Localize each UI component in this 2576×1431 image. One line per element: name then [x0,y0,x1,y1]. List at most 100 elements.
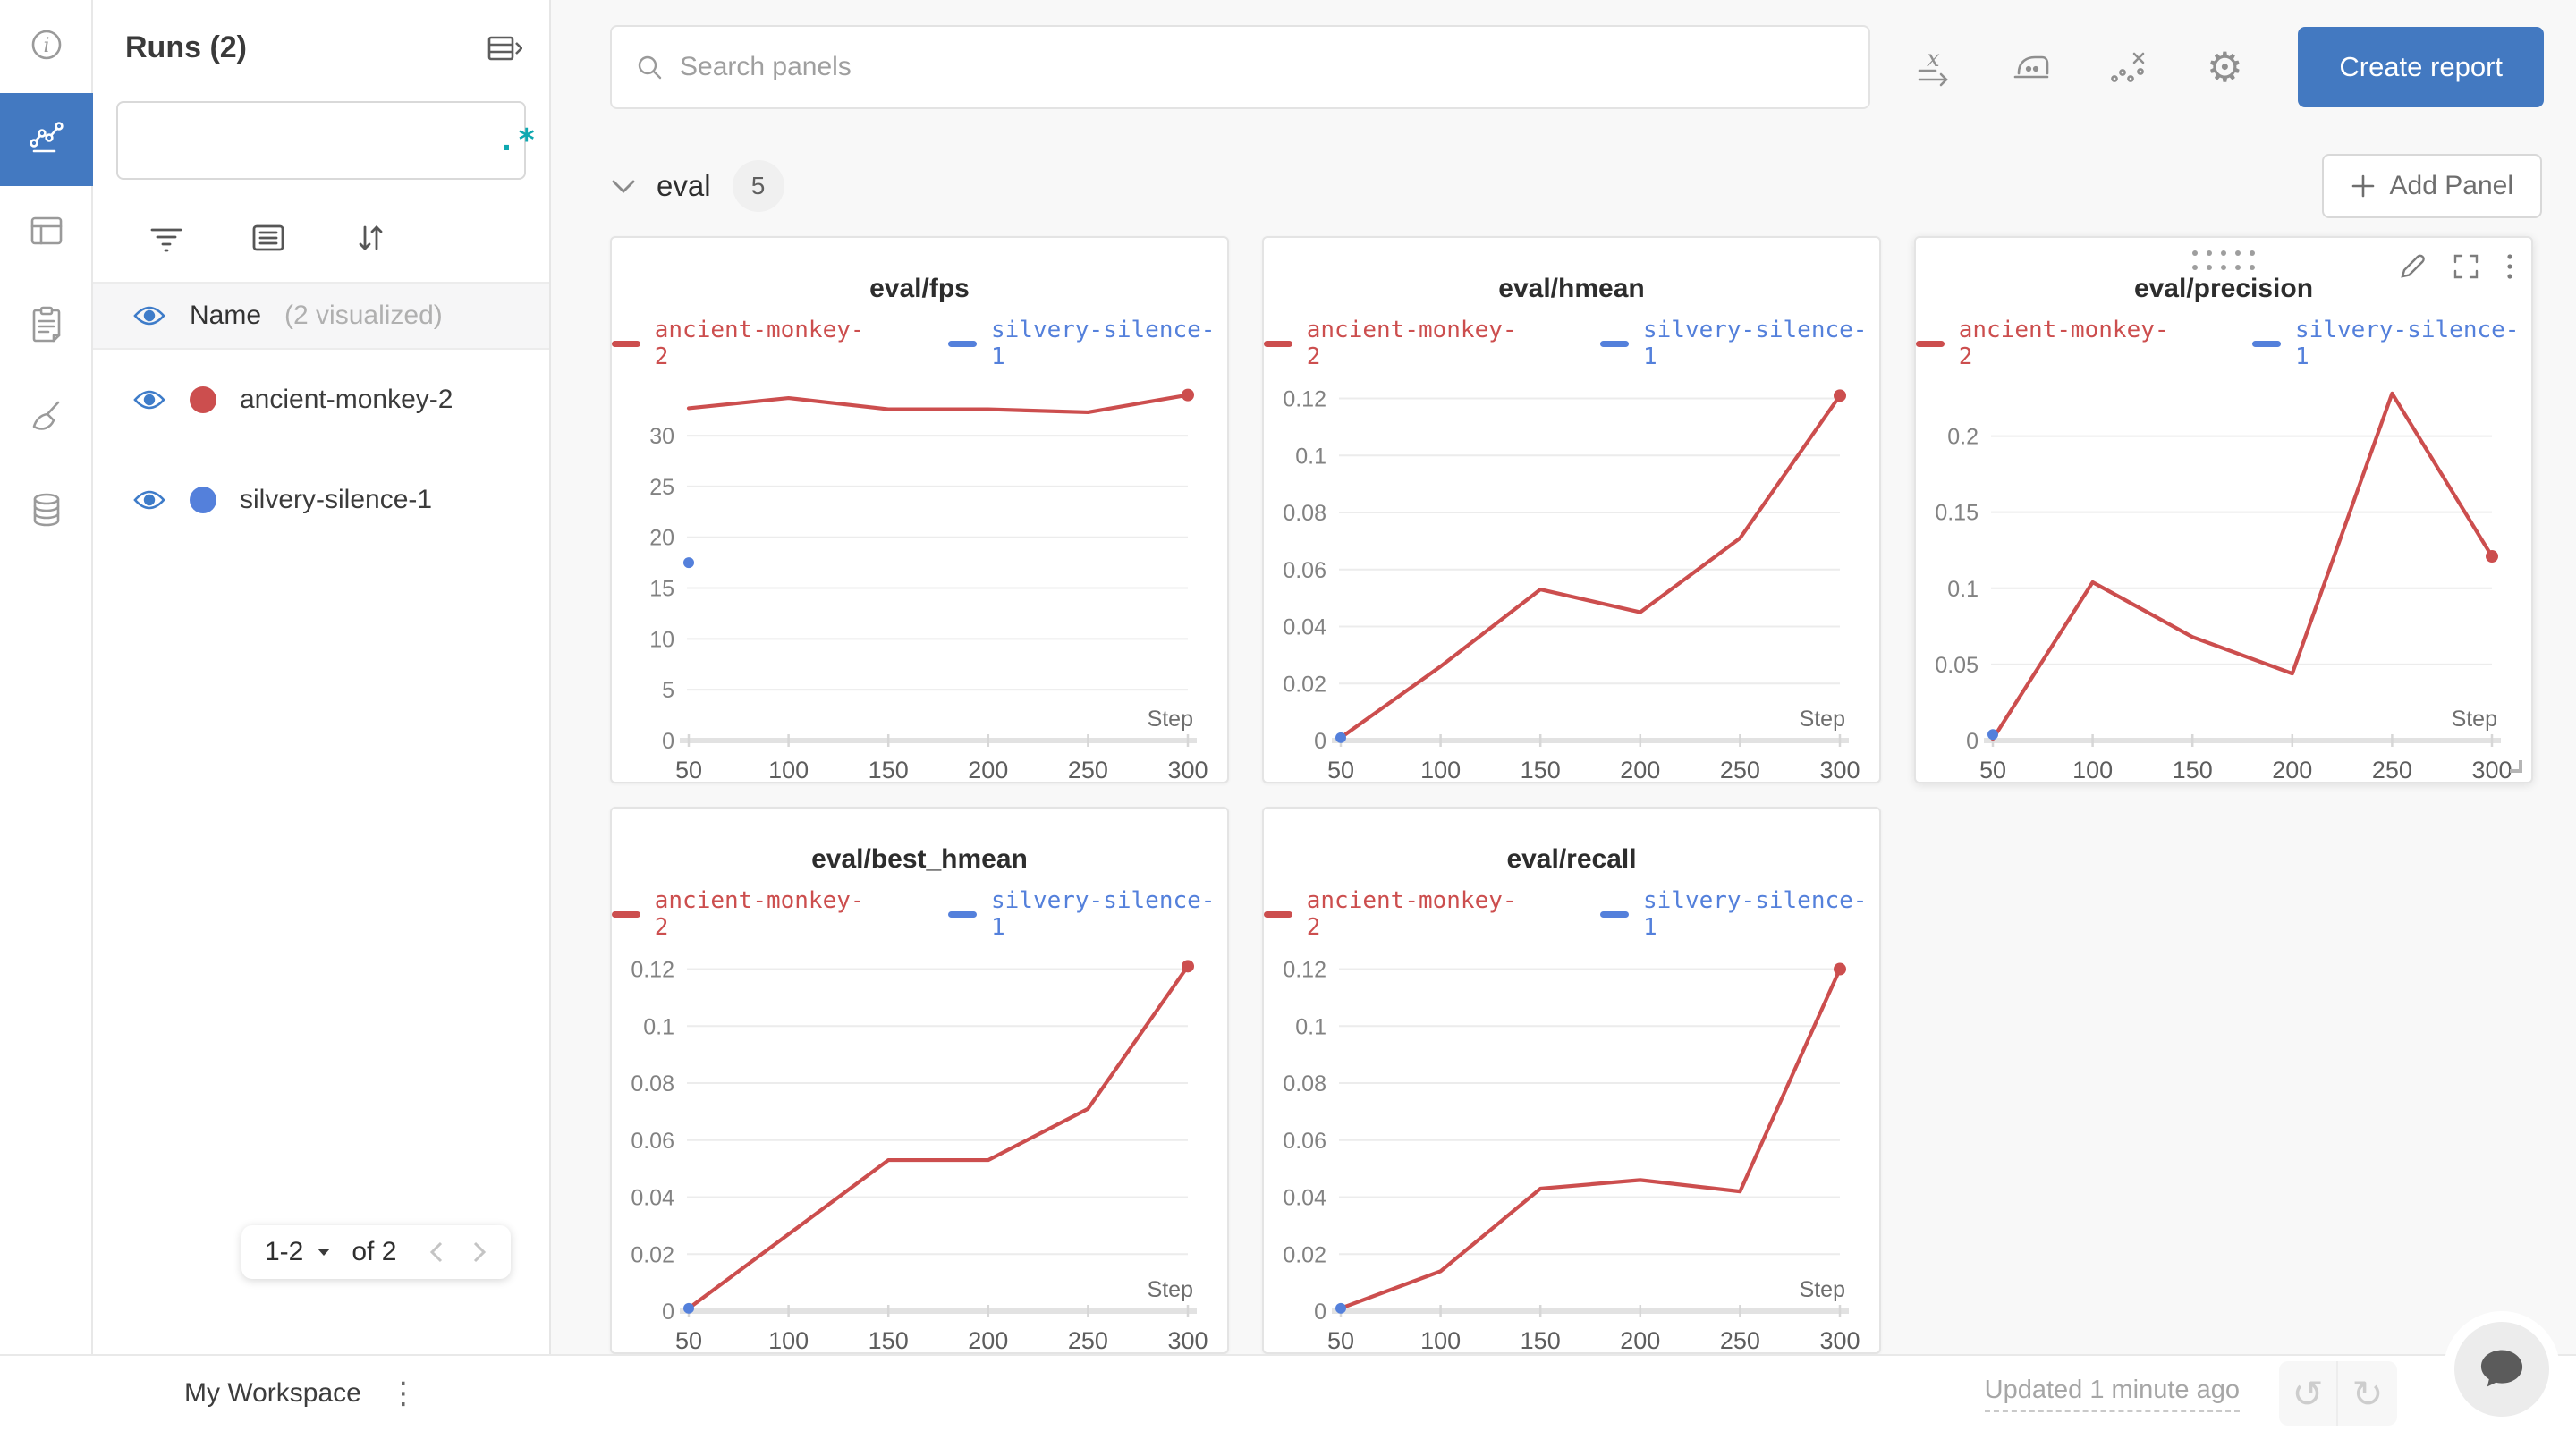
run-name[interactable]: silvery-silence-1 [240,485,433,514]
panel-eval-recall[interactable]: eval/recall ancient-monkey-2 silvery-sil… [1262,807,1881,1354]
svg-text:100: 100 [2072,757,2113,783]
svg-text:300: 300 [1167,1327,1208,1354]
line-chart[interactable]: 0 5 10 15 20 25 30 50 100 150 200 250 300 Step [624,372,1215,792]
svg-text:0.1: 0.1 [1295,1014,1326,1039]
line-chart[interactable]: 0 0.05 0.1 0.15 0.2 50 100 150 200 250 300 Step [1928,372,2519,792]
visibility-eye-icon[interactable] [132,487,166,513]
legend-dash [1600,340,1629,347]
svg-text:0.08: 0.08 [1283,1071,1326,1097]
last-updated-text: Updated 1 minute ago [1984,1376,2240,1412]
svg-text:0.06: 0.06 [631,1129,674,1154]
support-chat-button[interactable] [2454,1322,2549,1417]
panel-settings-gear-icon[interactable]: ⚙ [2206,43,2243,91]
legend-item[interactable]: ancient-monkey-2 [612,317,877,370]
runs-name-header[interactable]: Name (2 visualized) [93,282,549,350]
chat-bubble-icon [2480,1350,2523,1387]
rail-item-artifacts[interactable] [0,465,93,558]
svg-text:200: 200 [968,757,1008,783]
panel-search-box [610,25,1871,109]
legend-dash [612,340,640,347]
legend-item[interactable]: silvery-silence-1 [948,887,1227,941]
legend-item[interactable]: silvery-silence-1 [1600,887,1879,941]
section-name[interactable]: eval [657,169,711,202]
pagination-range[interactable]: 1-2 [265,1237,304,1266]
svg-text:0: 0 [1966,729,1979,754]
legend-item[interactable]: silvery-silence-1 [2252,317,2531,370]
panel-search-input[interactable] [680,52,1846,82]
svg-text:0.12: 0.12 [631,958,674,983]
line-chart[interactable]: 0 0.02 0.04 0.06 0.08 0.1 0.12 50 100 150 200 250 30… [1276,372,1867,792]
svg-text:Step: Step [1800,707,1845,732]
rail-item-workspace-charts[interactable] [0,93,93,186]
runs-table-toggle-button[interactable] [487,32,522,64]
edit-pencil-icon[interactable] [2399,253,2426,280]
kebab-menu-icon[interactable] [2506,252,2513,281]
svg-text:250: 250 [1720,757,1760,783]
legend-dash [948,910,977,918]
panel-eval-fps[interactable]: eval/fps ancient-monkey-2 silvery-silenc… [610,236,1229,783]
panel-eval-best-hmean[interactable]: eval/best_hmean ancient-monkey-2 silvery… [610,807,1229,1354]
redo-icon[interactable]: ↻ [2351,1371,2384,1416]
filter-icon[interactable] [148,222,184,258]
database-icon [26,489,67,535]
fullscreen-icon[interactable] [2453,253,2479,280]
section-collapse-chevron-icon[interactable] [610,177,637,195]
legend-item[interactable]: ancient-monkey-2 [1264,887,1529,941]
sort-icon[interactable] [352,220,388,260]
broom-icon [26,396,67,442]
panel-eval-precision[interactable]: eval/precision ancient-monkey-2 silvery-… [1914,236,2533,783]
outliers-icon[interactable] [2105,44,2151,90]
plus-icon [2351,174,2374,198]
prev-page-icon[interactable] [428,1240,445,1265]
panel-eval-hmean[interactable]: eval/hmean ancient-monkey-2 silvery-sile… [1262,236,1881,783]
svg-text:150: 150 [869,757,909,783]
legend-dash [1264,340,1292,347]
workspace-menu-kebab-icon[interactable]: ⋮ [387,1376,419,1411]
undo-icon[interactable]: ↺ [2279,1361,2338,1426]
line-chart[interactable]: 0 0.02 0.04 0.06 0.08 0.1 0.12 50 100 150 200 250 30… [624,943,1215,1354]
svg-text:300: 300 [1819,757,1860,783]
workspace-title[interactable]: My Workspace [184,1378,361,1408]
run-row-ancient-monkey-2[interactable]: ancient-monkey-2 [93,350,549,450]
svg-text:100: 100 [768,757,809,783]
panel-drag-handle-icon[interactable] [2192,250,2255,270]
svg-text:250: 250 [2372,757,2412,783]
rail-item-logs[interactable] [0,279,93,372]
legend-item[interactable]: ancient-monkey-2 [612,887,877,941]
svg-text:Step: Step [1800,1277,1845,1302]
panel-title: eval/fps [869,274,970,303]
x-axis-settings-icon[interactable]: x [1911,44,1958,90]
runs-search-input[interactable] [152,125,497,156]
legend-item[interactable]: silvery-silence-1 [948,317,1227,370]
rail-item-table[interactable] [0,186,93,279]
caret-down-icon[interactable] [316,1247,332,1257]
legend-dash [1916,340,1945,347]
svg-text:0.06: 0.06 [1283,1129,1326,1154]
legend-dash [612,910,640,918]
workspace-topbar: x ⚙ Create report [551,0,2576,134]
legend-item[interactable]: silvery-silence-1 [1600,317,1879,370]
rail-item-info[interactable]: i [0,0,93,93]
group-list-icon[interactable] [250,222,286,258]
next-page-icon[interactable] [471,1240,487,1265]
panel-resize-handle-icon[interactable] [2504,755,2524,775]
svg-text:150: 150 [1521,1327,1561,1354]
svg-text:x: x [1927,47,1940,72]
rail-item-sweeps[interactable] [0,372,93,465]
visibility-eye-icon[interactable] [132,302,166,329]
run-name[interactable]: ancient-monkey-2 [240,385,453,414]
visibility-eye-icon[interactable] [132,386,166,413]
line-chart[interactable]: 0 0.02 0.04 0.06 0.08 0.1 0.12 50 100 150 200 250 30… [1276,943,1867,1354]
smoothing-icon[interactable] [2008,44,2055,90]
regex-toggle-icon[interactable]: .* [497,123,538,158]
svg-text:0.05: 0.05 [1935,653,1979,678]
svg-text:200: 200 [1620,757,1660,783]
create-report-button[interactable]: Create report [2298,27,2544,107]
clipboard-icon [26,303,67,349]
add-panel-button[interactable]: Add Panel [2321,154,2542,218]
legend-item[interactable]: ancient-monkey-2 [1916,317,2181,370]
runs-sidebar: Runs (2) .* Name (2 visualized) [93,0,551,1354]
run-row-silvery-silence-1[interactable]: silvery-silence-1 [93,450,549,550]
legend-item[interactable]: ancient-monkey-2 [1264,317,1529,370]
legend-run-name: ancient-monkey-2 [1306,887,1517,941]
